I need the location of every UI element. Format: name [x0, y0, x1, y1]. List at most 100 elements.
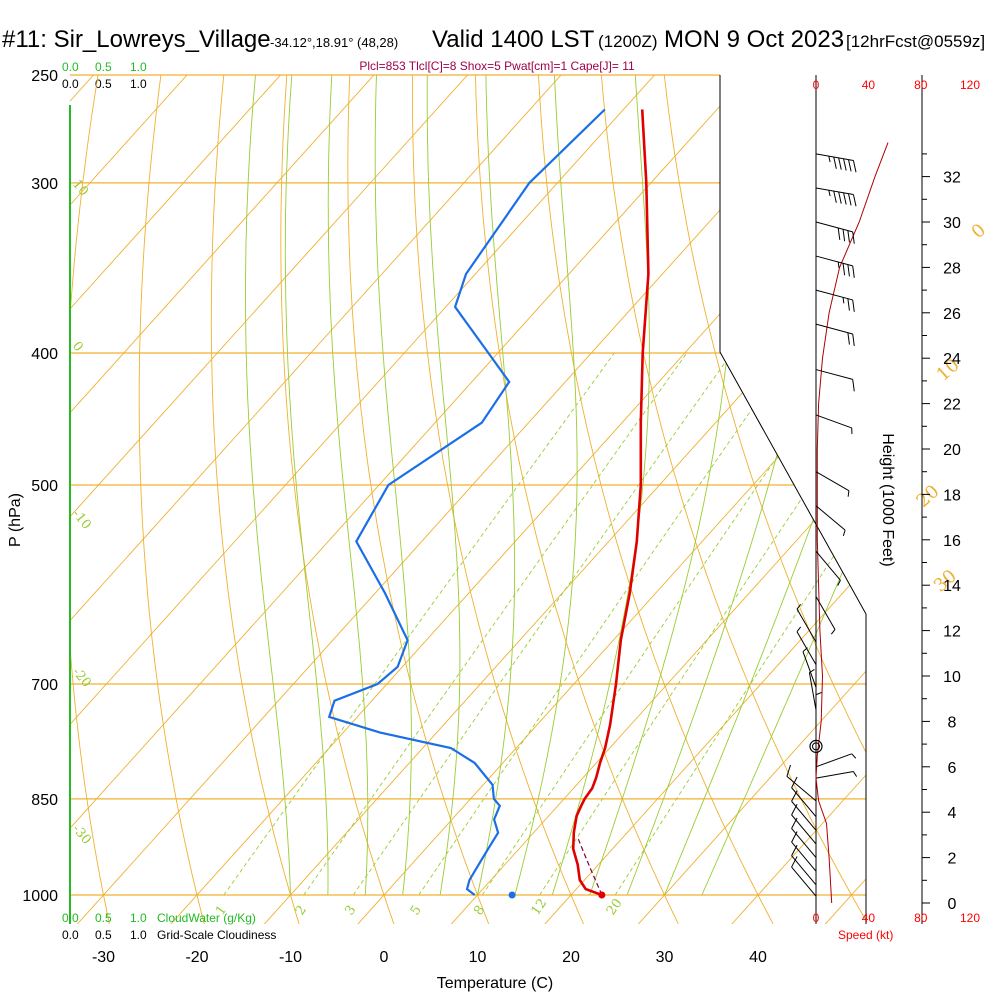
dry-adiabat-line	[138, 75, 205, 924]
wind-barb-staff	[815, 187, 854, 196]
dry-adiabat-label: 10	[69, 177, 91, 199]
svg-text:0.5: 0.5	[95, 911, 112, 925]
height-tick: 22	[943, 397, 961, 414]
isotherm-line	[70, 75, 210, 924]
wind-barb-flag	[842, 263, 846, 276]
mixing-ratio-label: 12	[528, 896, 550, 918]
temperature-tick: 40	[749, 949, 767, 966]
wind-barb-staff	[815, 505, 846, 531]
pressure-axis-label: P (hPa)	[7, 493, 24, 547]
wind-barb-staff	[791, 800, 817, 831]
isotherm-label: 20	[912, 481, 943, 512]
svg-text:Grid-Scale Cloudiness: Grid-Scale Cloudiness	[157, 928, 276, 942]
speed-tick-bottom: 0	[813, 911, 820, 925]
wind-barb-staff	[791, 814, 817, 845]
wind-barb-staff	[815, 596, 836, 630]
pressure-tick: 300	[31, 176, 58, 193]
temperature-tick: 30	[656, 949, 674, 966]
svg-text:1.0: 1.0	[130, 60, 147, 74]
wind-barb-half	[847, 490, 850, 497]
cloud-scale-top: 0.0 0.5 1.0 0.0 0.5 1.0	[62, 60, 147, 91]
temperature-tick: -10	[279, 949, 302, 966]
mixing-ratio-line	[418, 352, 792, 896]
wind-barb-half	[796, 626, 802, 633]
wind-barb	[815, 153, 857, 173]
wind-barb-half	[853, 771, 858, 777]
wind-barb-half	[830, 629, 836, 635]
wind-barb-flag	[847, 230, 850, 243]
svg-text:CloudWater (g/Kg): CloudWater (g/Kg)	[157, 911, 256, 925]
mixing-ratio-label: 20	[604, 896, 626, 918]
wind-barb-flag	[847, 332, 850, 345]
height-tick: 2	[948, 851, 957, 868]
station-coords: -34.12°,18.91° (48,28)	[270, 35, 398, 50]
height-tick: 24	[943, 351, 961, 368]
wind-barb	[815, 691, 822, 733]
mixing-ratio-label: 2	[293, 903, 310, 918]
temperature-tick: 0	[380, 949, 389, 966]
speed-tick-bottom: 80	[914, 911, 928, 925]
wind-barb-staff	[815, 771, 854, 779]
wind-barb-flag	[791, 776, 798, 788]
wind-barb-staff	[815, 753, 852, 768]
wind-barb	[815, 323, 855, 346]
wind-barb-flag	[848, 159, 852, 172]
wind-barb	[791, 790, 817, 831]
forecast-run: [12hrFcst@0559z]	[846, 32, 985, 51]
wind-barb-flag	[842, 229, 846, 242]
dry-adiabat-line	[412, 75, 584, 924]
svg-text:0.0: 0.0	[62, 60, 79, 74]
height-tick: 16	[943, 533, 961, 550]
wind-barb-flag	[791, 844, 798, 856]
wind-barb-flag	[847, 298, 850, 311]
wind-barb	[791, 817, 817, 858]
dry-adiabat-line	[973, 51, 1000, 924]
height-tick: 12	[943, 624, 961, 641]
wind-barb	[786, 764, 817, 802]
height-tick: 8	[948, 714, 957, 731]
moist-adiabat-line	[477, 75, 516, 896]
svg-text:0.5: 0.5	[95, 928, 112, 942]
lcl-marker	[809, 739, 823, 753]
wind-barb	[815, 414, 853, 434]
isotherm-line	[70, 75, 677, 924]
plot-boundary	[719, 75, 867, 924]
wind-barb-flag	[848, 193, 852, 206]
moist-adiabat-line	[664, 75, 866, 896]
wind-barb	[791, 856, 817, 897]
wind-barb-staff	[815, 153, 854, 161]
wind-barb-flag	[843, 192, 847, 205]
wind-barb	[815, 550, 841, 586]
surface-temperature-marker	[598, 891, 606, 899]
wind-barb-staff	[786, 776, 817, 802]
wind-barb-flag	[833, 156, 837, 169]
wind-barb-staff	[796, 608, 817, 643]
wind-barb	[815, 471, 850, 497]
dry-adiabat-line	[210, 75, 300, 924]
mixing-ratio-line	[481, 352, 849, 896]
isobar-lines	[70, 74, 866, 896]
wind-barb-staff	[815, 323, 853, 335]
mixing-ratio-line	[223, 352, 615, 896]
svg-text:0.0: 0.0	[62, 928, 79, 942]
wind-barb-flag	[791, 803, 798, 816]
valid-time: Valid 1400 LST	[432, 26, 595, 53]
pressure-tick: 250	[31, 68, 58, 85]
pressure-tick: 850	[31, 792, 58, 809]
isotherm-line	[70, 75, 303, 924]
wind-barb-half	[815, 691, 822, 696]
wind-barb	[815, 187, 857, 207]
moist-adiabat-line	[327, 75, 369, 896]
wind-barb	[815, 753, 857, 768]
height-tick: 26	[943, 306, 961, 323]
wind-barb-staff	[815, 369, 853, 380]
parcel-path	[577, 838, 603, 896]
wind-barb-staff	[791, 866, 817, 897]
wind-barb-flag	[852, 160, 857, 173]
dry-adiabat-label: -10	[69, 507, 94, 533]
wind-barb	[802, 647, 817, 688]
wind-barb-staff	[815, 550, 841, 581]
height-tick: 10	[943, 669, 961, 686]
